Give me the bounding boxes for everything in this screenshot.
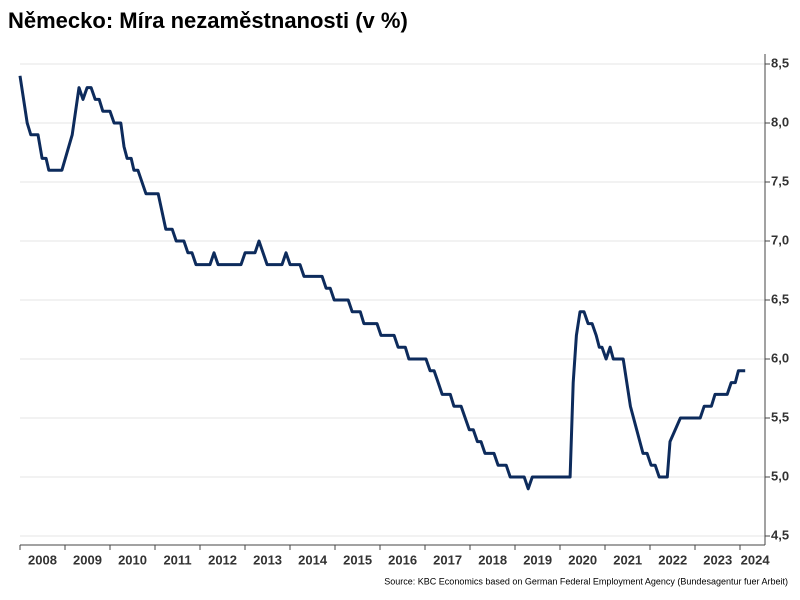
x-tick-label: 2016: [388, 552, 417, 567]
data-line: [18, 75, 746, 491]
y-tick-label: 8,0: [771, 114, 789, 129]
y-tick-label: 4,5: [771, 527, 789, 542]
x-tick-label: 2021: [613, 552, 642, 567]
x-tick-label: 2015: [343, 552, 372, 567]
x-tick-label: 2020: [568, 552, 597, 567]
x-tick-label: 2011: [163, 552, 191, 567]
y-tick-label: 5,5: [771, 409, 789, 424]
x-tick-label: 2010: [118, 552, 147, 567]
y-tick-label: 6,5: [771, 291, 789, 306]
y-tick-label: 7,0: [771, 232, 789, 247]
y-tick-label: 6,0: [771, 350, 789, 365]
source-note: Source: KBC Economics based on German Fe…: [384, 576, 788, 586]
y-tick-label: 7,5: [771, 173, 789, 188]
x-tick-label: 2013: [253, 552, 282, 567]
x-tick-label: 2009: [73, 552, 102, 567]
x-tick-label: 2018: [478, 552, 507, 567]
y-tick-label: 8,5: [771, 55, 789, 70]
x-tick-label: 2014: [298, 552, 328, 567]
x-tick-label: 2023: [703, 552, 732, 567]
x-tick-label: 2008: [28, 552, 57, 567]
x-tick-label: 2012: [208, 552, 237, 567]
x-tick-label: 2024: [741, 552, 771, 567]
x-tick-label: 2019: [523, 552, 552, 567]
y-tick-label: 5,0: [771, 468, 789, 483]
x-tick-label: 2022: [658, 552, 687, 567]
chart-title: Německo: Míra nezaměstnanosti (v %): [8, 8, 408, 33]
x-tick-label: 2017: [433, 552, 462, 567]
